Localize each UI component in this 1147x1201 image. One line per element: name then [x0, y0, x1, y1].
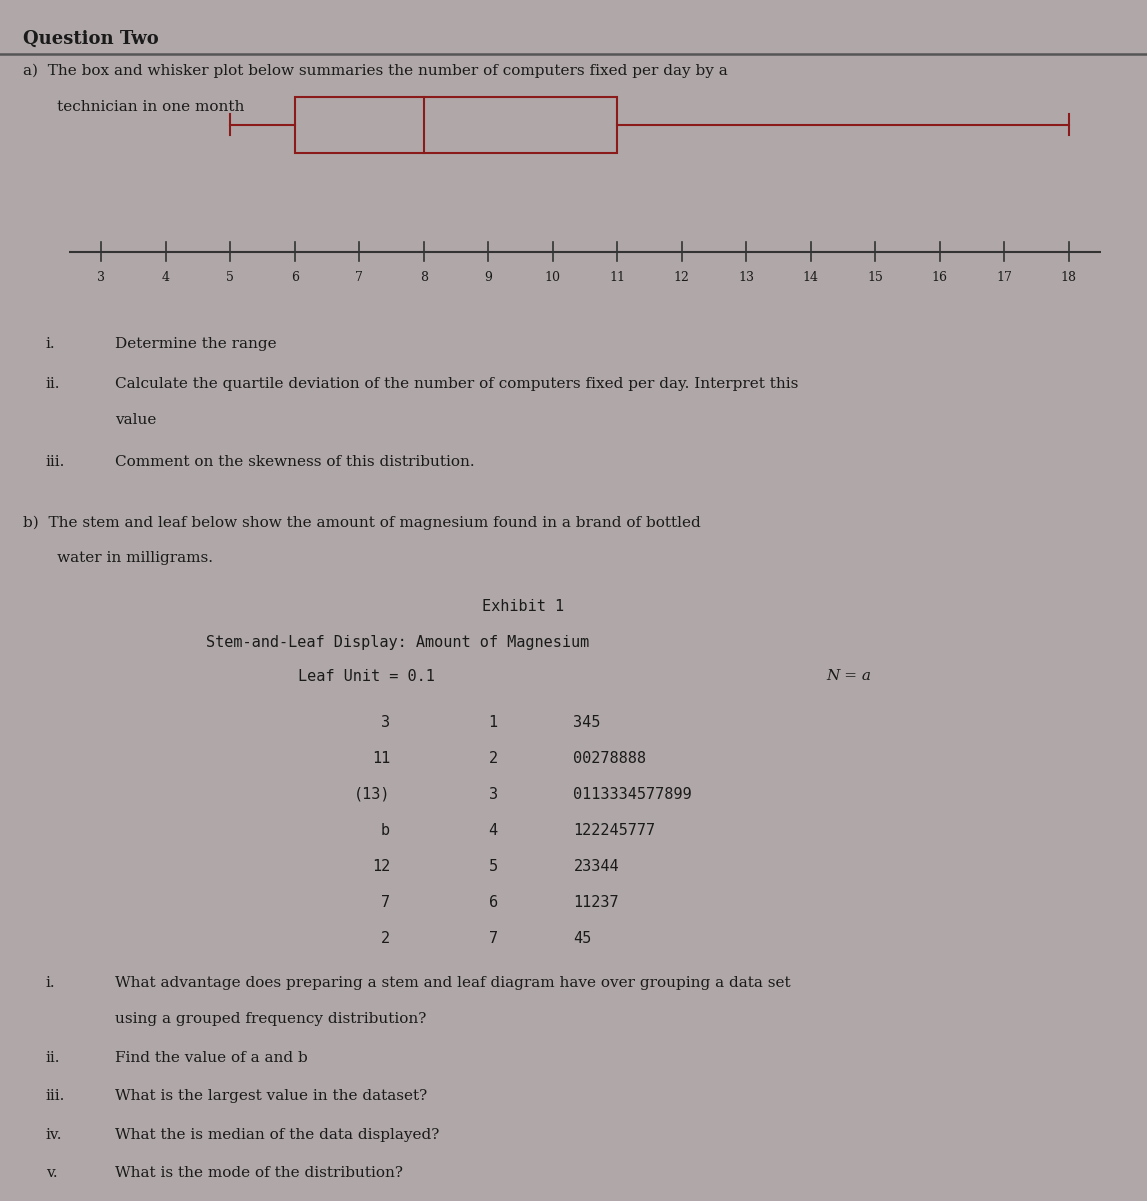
Text: 7: 7: [489, 931, 498, 945]
Text: Determine the range: Determine the range: [115, 337, 276, 352]
Text: 12: 12: [372, 859, 390, 873]
Text: 4: 4: [162, 270, 170, 283]
Text: What is the largest value in the dataset?: What is the largest value in the dataset…: [115, 1089, 427, 1104]
Text: 13: 13: [739, 270, 755, 283]
Text: 4: 4: [489, 823, 498, 837]
Text: 16: 16: [931, 270, 947, 283]
Text: value: value: [115, 413, 156, 428]
Text: What the is median of the data displayed?: What the is median of the data displayed…: [115, 1128, 439, 1142]
Text: 18: 18: [1061, 270, 1077, 283]
Text: 122245777: 122245777: [574, 823, 656, 837]
Text: What advantage does preparing a stem and leaf diagram have over grouping a data : What advantage does preparing a stem and…: [115, 976, 790, 991]
Text: 0113334577899: 0113334577899: [574, 787, 692, 801]
Text: Find the value of a and b: Find the value of a and b: [115, 1051, 307, 1065]
Text: b)  The stem and leaf below show the amount of magnesium found in a brand of bot: b) The stem and leaf below show the amou…: [23, 515, 701, 530]
Bar: [295, 96, 617, 153]
Text: N = a: N = a: [826, 669, 871, 683]
Text: 2: 2: [381, 931, 390, 945]
Text: a)  The box and whisker plot below summaries the number of computers fixed per d: a) The box and whisker plot below summar…: [23, 64, 727, 78]
Text: ii.: ii.: [46, 1051, 61, 1065]
Text: 6: 6: [290, 270, 298, 283]
Text: i.: i.: [46, 976, 55, 991]
Text: 23344: 23344: [574, 859, 619, 873]
Text: 11: 11: [372, 751, 390, 765]
Text: i.: i.: [46, 337, 55, 352]
Text: (13): (13): [353, 787, 390, 801]
Text: What is the mode of the distribution?: What is the mode of the distribution?: [115, 1166, 403, 1181]
Text: 7: 7: [381, 895, 390, 909]
Text: 2: 2: [489, 751, 498, 765]
Text: 17: 17: [997, 270, 1013, 283]
Text: Calculate the quartile deviation of the number of computers fixed per day. Inter: Calculate the quartile deviation of the …: [115, 377, 798, 392]
Text: 5: 5: [226, 270, 234, 283]
Text: 3: 3: [489, 787, 498, 801]
Text: 12: 12: [673, 270, 689, 283]
Text: technician in one month: technician in one month: [23, 100, 244, 114]
Text: 7: 7: [356, 270, 364, 283]
Text: water in milligrams.: water in milligrams.: [23, 551, 213, 566]
Text: 11237: 11237: [574, 895, 619, 909]
Text: iii.: iii.: [46, 1089, 65, 1104]
Text: 6: 6: [489, 895, 498, 909]
Text: 14: 14: [803, 270, 819, 283]
Text: 3: 3: [97, 270, 106, 283]
Text: 15: 15: [867, 270, 883, 283]
Text: 345: 345: [574, 715, 601, 729]
Text: iv.: iv.: [46, 1128, 62, 1142]
Text: Question Two: Question Two: [23, 30, 158, 48]
Text: 9: 9: [484, 270, 492, 283]
Text: using a grouped frequency distribution?: using a grouped frequency distribution?: [115, 1012, 426, 1027]
Text: 1: 1: [489, 715, 498, 729]
Text: Exhibit 1: Exhibit 1: [482, 599, 564, 614]
Text: ii.: ii.: [46, 377, 61, 392]
Text: 5: 5: [489, 859, 498, 873]
Text: Stem-and-Leaf Display: Amount of Magnesium: Stem-and-Leaf Display: Amount of Magnesi…: [206, 635, 590, 650]
Text: 45: 45: [574, 931, 592, 945]
Text: 00278888: 00278888: [574, 751, 647, 765]
Text: 8: 8: [420, 270, 428, 283]
Text: v.: v.: [46, 1166, 57, 1181]
Text: 3: 3: [381, 715, 390, 729]
Text: 10: 10: [545, 270, 561, 283]
Text: iii.: iii.: [46, 455, 65, 470]
Text: Comment on the skewness of this distribution.: Comment on the skewness of this distribu…: [115, 455, 475, 470]
Text: Leaf Unit = 0.1: Leaf Unit = 0.1: [298, 669, 435, 683]
Text: 11: 11: [609, 270, 625, 283]
Text: b: b: [381, 823, 390, 837]
